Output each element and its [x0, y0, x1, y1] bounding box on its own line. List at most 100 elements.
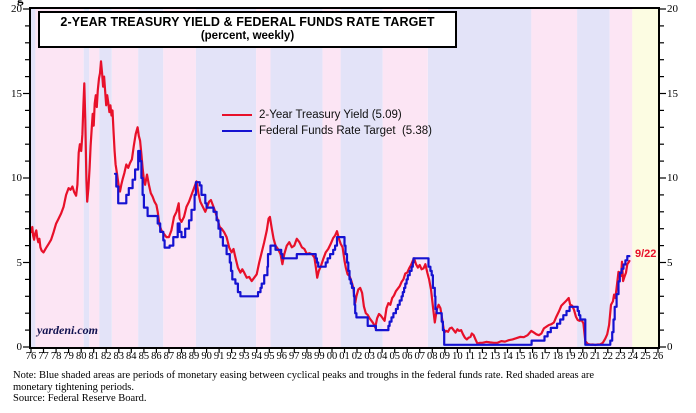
x-tick-label: 76: [25, 351, 37, 362]
x-tick-label: 13: [489, 351, 501, 362]
x-tick-label: 12: [477, 351, 488, 362]
y-tick-label-left: 0: [16, 341, 23, 353]
y-tick-label-right: 0: [667, 341, 673, 353]
y-tick-label-right: 5: [667, 256, 673, 269]
x-tick-label: 02: [351, 351, 363, 362]
legend-line-blue-icon: [222, 130, 252, 132]
x-tick-label: 21: [590, 351, 601, 362]
chart-subtitle: (percent, weekly): [200, 30, 295, 42]
x-tick-label: 08: [427, 351, 438, 362]
x-tick-label: 77: [38, 351, 49, 362]
x-tick-label: 26: [652, 351, 664, 362]
x-tick-label: 88: [176, 351, 187, 362]
x-tick-label: 98: [301, 351, 313, 362]
band-easing: [31, 9, 36, 347]
band-tightening: [531, 9, 578, 347]
x-tick-label: 00: [326, 351, 338, 362]
legend-line-red-icon: [222, 114, 252, 116]
note-line-1: Note: Blue shaded areas are periods of m…: [13, 370, 595, 381]
x-tick-label: 93: [238, 351, 250, 362]
band-easing: [270, 9, 323, 347]
band-tightening: [89, 9, 100, 347]
x-tick-label: 15: [514, 351, 526, 362]
source-line: Source: Federal Reserve Board.: [13, 393, 147, 404]
x-tick-label: 96: [276, 351, 288, 362]
x-tick-label: 04: [376, 351, 388, 362]
x-tick-label: 10: [452, 351, 463, 362]
x-tick-label: 95: [264, 351, 275, 362]
band-forecast: [632, 9, 658, 347]
legend-label-treasury: 2-Year Treasury Yield (5.09): [259, 109, 402, 121]
x-tick-label: 20: [577, 351, 589, 362]
legend-item-fedfunds: Federal Funds Rate Target (5.38): [222, 123, 432, 139]
y-tick-label-left: 15: [11, 87, 22, 100]
x-tick-label: 22: [602, 351, 614, 362]
x-tick-label: 89: [188, 351, 200, 362]
x-tick-label: 84: [126, 351, 137, 362]
x-tick-label: 99: [314, 351, 325, 362]
x-tick-label: 86: [151, 351, 162, 362]
cropped-text-fragment: g: [17, 0, 33, 6]
x-tick-label: 83: [113, 351, 125, 362]
x-tick-label: 19: [564, 351, 576, 362]
x-tick-label: 94: [251, 351, 262, 362]
footnotes: Note: Blue shaded areas are periods of m…: [13, 370, 594, 405]
x-tick-label: 24: [627, 351, 639, 362]
legend-label-fedfunds: Federal Funds Rate Target (5.38): [259, 125, 433, 137]
plot-area: [29, 9, 658, 347]
yardeni-watermark: yardeni.com: [37, 323, 98, 337]
band-tightening: [35, 9, 84, 347]
x-tick-label: 09: [439, 351, 451, 362]
y-axis-labels-right: 0 5 10 15 20: [667, 0, 695, 413]
last-date-annotation: 9/22: [635, 248, 657, 260]
series-fed-funds-target: [113, 149, 631, 346]
x-tick-label: 79: [63, 351, 74, 362]
x-tick-label: 03: [364, 351, 375, 362]
x-tick-label: 17: [539, 351, 551, 362]
band-easing: [195, 9, 257, 347]
x-tick-label: 82: [100, 351, 112, 362]
y-axis-labels-left: 0 5 10 15 20: [0, 0, 22, 413]
x-tick-label: 81: [88, 351, 99, 362]
y-tick-label-right: 10: [667, 172, 678, 184]
band-tightening: [163, 9, 196, 347]
x-tick-label: 80: [75, 351, 87, 362]
note-line-2: monetary tightening periods.: [13, 381, 135, 393]
x-tick-label: 87: [163, 351, 175, 362]
x-tick-label: 18: [552, 351, 563, 362]
band-easing: [99, 9, 112, 347]
y-tick-label-left: 10: [11, 172, 22, 184]
y-tick-label-left: 20: [11, 3, 22, 15]
chart-title-box: 2-YEAR TREASURY YIELD & FEDERAL FUNDS RA…: [38, 11, 457, 48]
band-easing: [577, 9, 610, 347]
chart-title: 2-YEAR TREASURY YIELD & FEDERAL FUNDS RA…: [60, 15, 435, 29]
y-tick-label-left: 5: [16, 256, 23, 269]
x-tick-label: 16: [527, 351, 538, 362]
x-tick-label: 92: [226, 351, 237, 362]
x-tick-label: 01: [339, 351, 350, 362]
x-tick-label: 90: [201, 351, 212, 362]
x-tick-label: 25: [640, 351, 651, 362]
x-tick-label: 07: [414, 351, 425, 362]
x-tick-label: 23: [615, 351, 626, 362]
x-tick-label: 91: [213, 351, 225, 362]
x-tick-label: 85: [138, 351, 150, 362]
x-tick-label: 14: [502, 351, 513, 362]
x-tick-label: 05: [389, 351, 400, 362]
x-tick-label: 78: [50, 351, 62, 362]
x-tick-label: 11: [464, 351, 475, 362]
band-tightening: [609, 9, 633, 347]
y-tick-label-right: 15: [667, 87, 678, 100]
x-tick-label: 97: [289, 351, 300, 362]
band-tightening: [322, 9, 341, 347]
x-axis-labels: 76 77 78 79 80 81 82 83 84 85 86 87 88 89 90 91 92 93 94 95…: [0, 351, 696, 363]
y-tick-label-right: 20: [667, 3, 678, 15]
band-easing: [427, 9, 532, 347]
band-tightening: [382, 9, 428, 347]
plot-border: [29, 7, 660, 349]
legend: 2-Year Treasury Yield (5.09) Federal Fun…: [222, 107, 432, 139]
legend-item-treasury: 2-Year Treasury Yield (5.09): [222, 107, 432, 123]
x-tick-label: 06: [401, 351, 413, 362]
